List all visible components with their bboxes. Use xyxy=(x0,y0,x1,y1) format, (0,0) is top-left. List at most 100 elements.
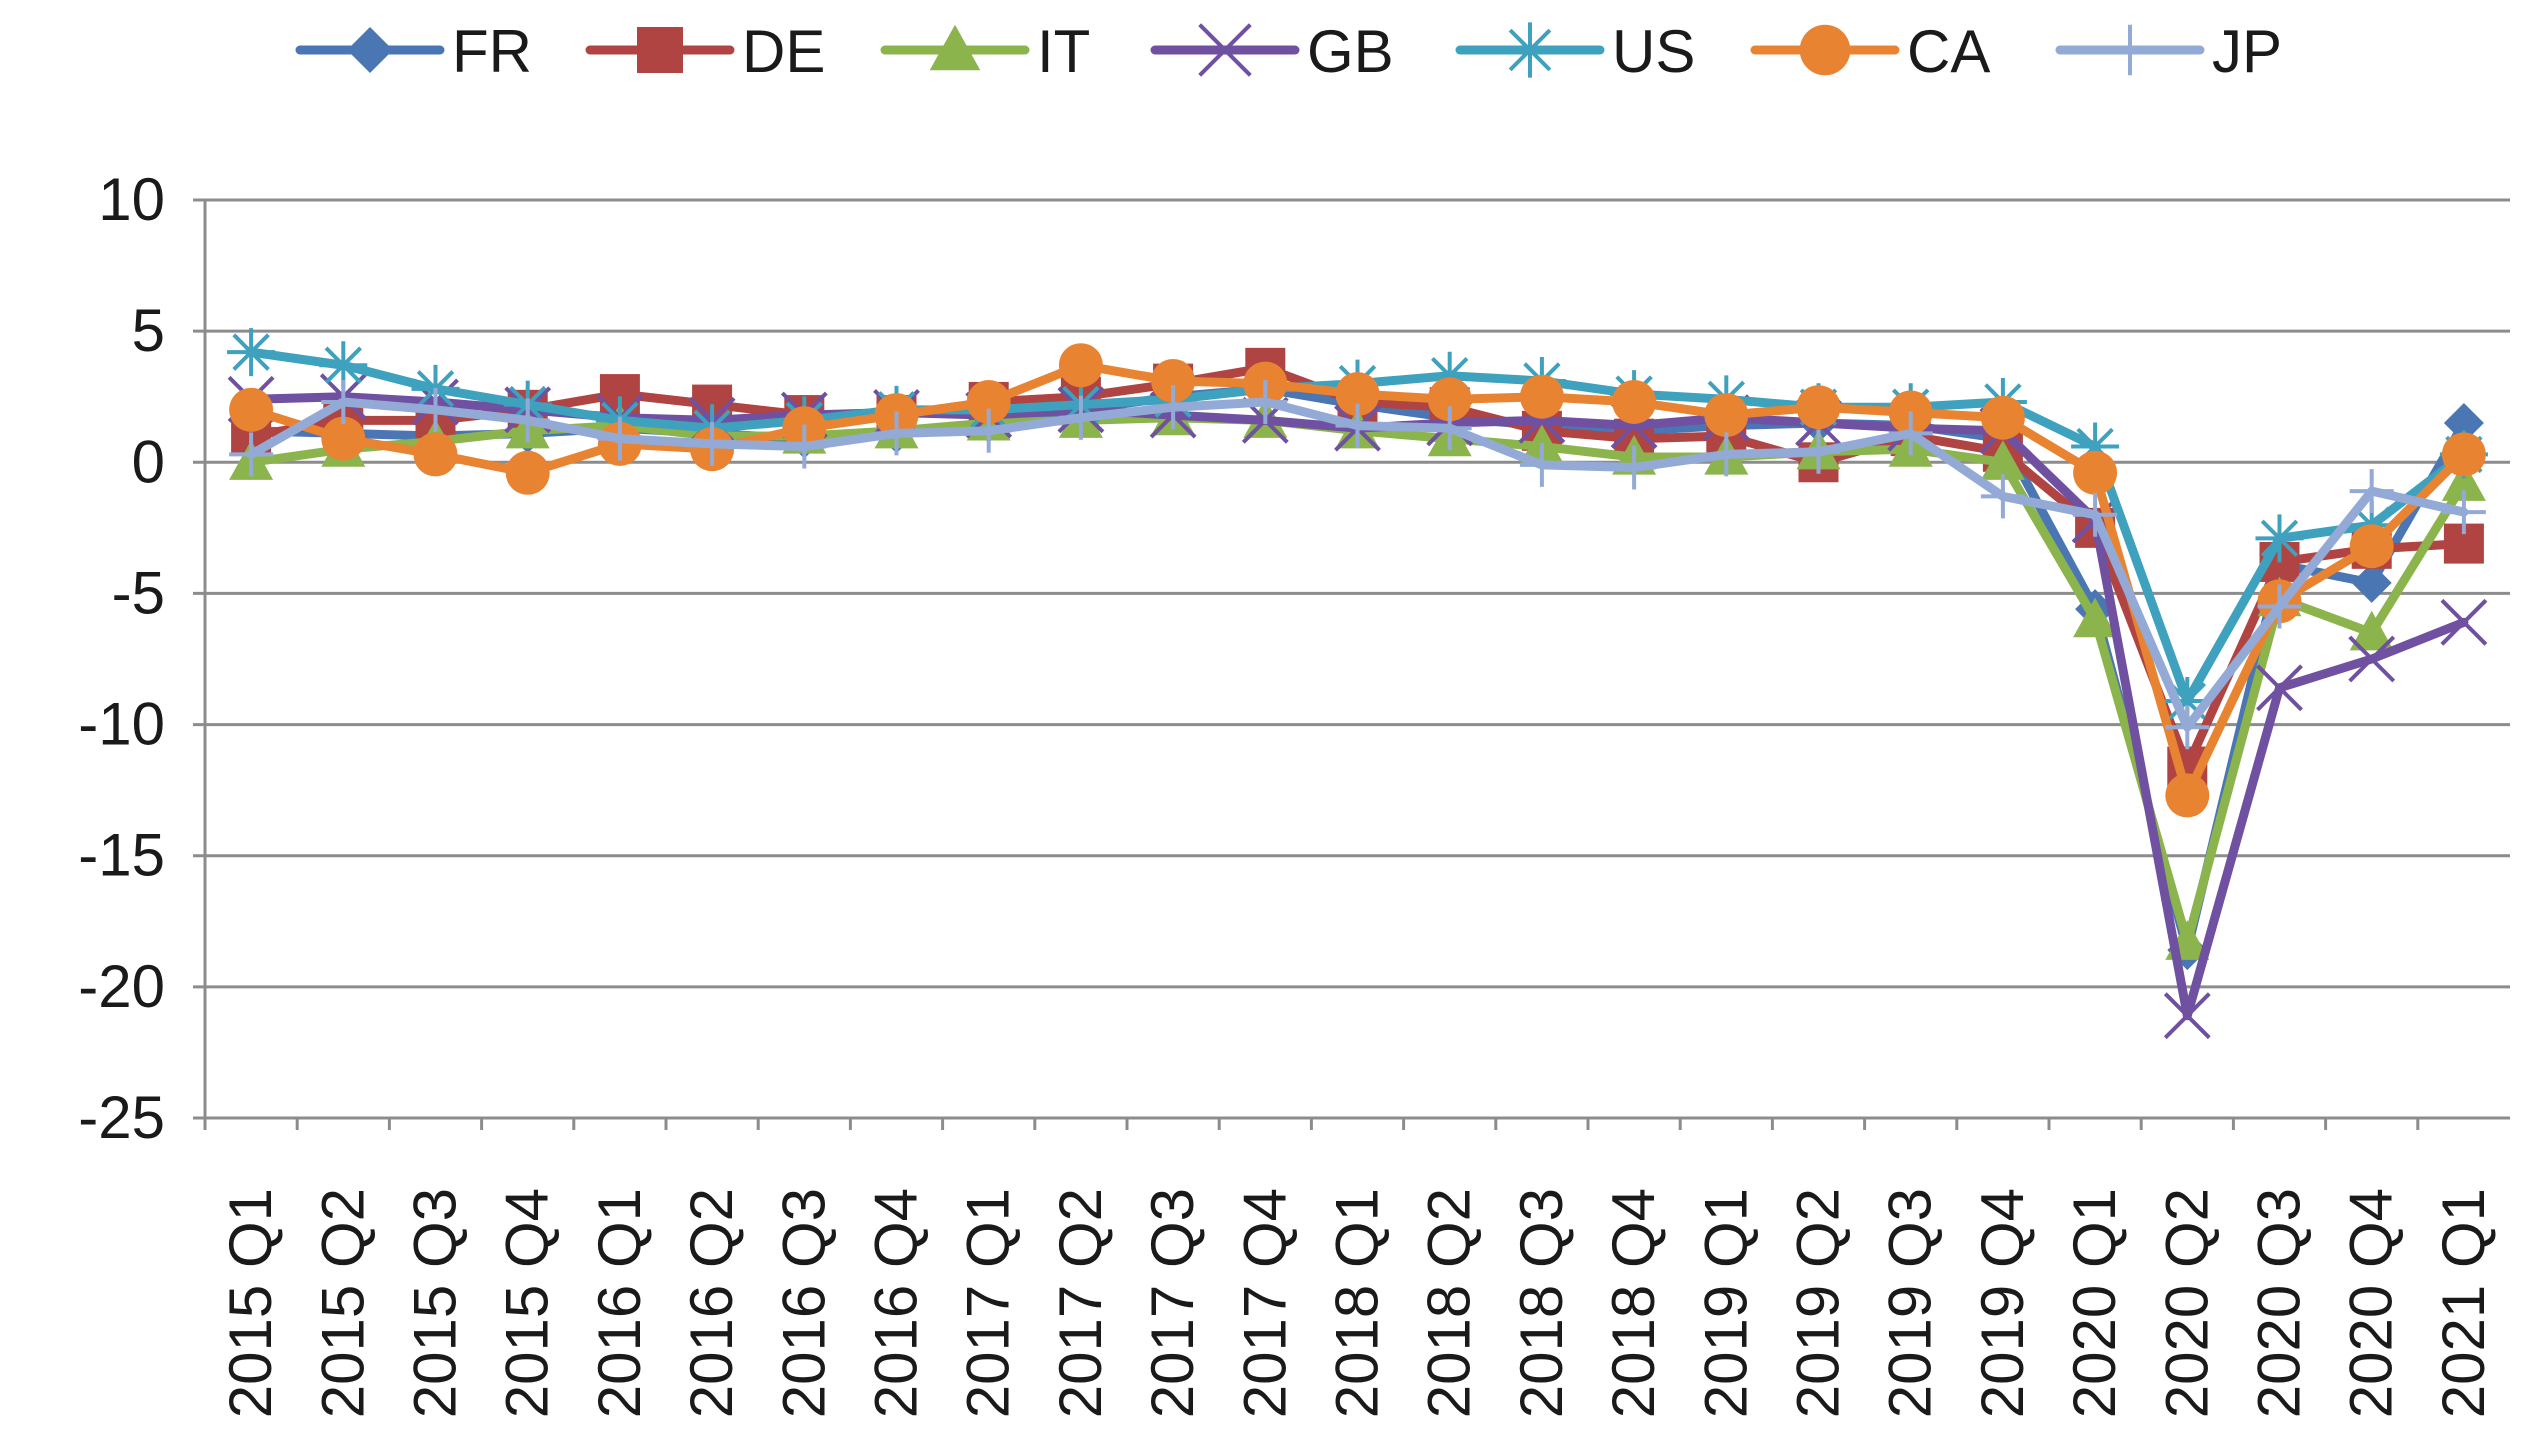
data-point-jp xyxy=(2441,490,2486,535)
data-point-ca xyxy=(1519,374,1564,419)
data-point-us xyxy=(2163,676,2212,725)
x-tick-label: 2017 Q4 xyxy=(1231,1188,1298,1418)
y-tick-label: -20 xyxy=(78,953,165,1020)
data-point-ca xyxy=(966,379,1011,424)
legend-item-fr: FR xyxy=(295,18,532,85)
y-tick-label: -5 xyxy=(112,559,165,626)
data-point-jp xyxy=(1151,385,1196,430)
data-point-jp xyxy=(782,424,827,469)
data-point-jp xyxy=(690,421,735,466)
data-point-ca xyxy=(413,432,458,477)
y-tick-label: -25 xyxy=(78,1084,165,1151)
data-point-ca xyxy=(1796,385,1841,430)
x-tick-label: 2015 Q4 xyxy=(494,1188,561,1418)
legend-label-gb: GB xyxy=(1307,18,1394,85)
legend-item-de: DE xyxy=(585,18,825,85)
data-point-jp xyxy=(1058,395,1103,440)
data-point-it xyxy=(2441,461,2486,501)
x-tick-label: 2020 Q4 xyxy=(2338,1188,2405,1418)
data-point-jp xyxy=(1427,406,1472,451)
x-tick-label: 2016 Q3 xyxy=(770,1188,837,1418)
legend-marker-gb xyxy=(1198,23,1252,77)
legend-item-ca: CA xyxy=(1750,18,1990,85)
x-tick-label: 2015 Q3 xyxy=(402,1188,469,1418)
data-point-jp xyxy=(321,379,366,424)
series-jp xyxy=(229,379,2486,750)
data-point-ca xyxy=(1612,379,1657,424)
legend-label-it: IT xyxy=(1037,18,1090,85)
data-point-ca xyxy=(1151,358,1196,403)
data-point-ca xyxy=(1704,393,1749,438)
data-point-it xyxy=(2349,610,2394,651)
data-point-jp xyxy=(1888,411,1933,456)
y-tick-label: 5 xyxy=(132,297,165,364)
data-point-us xyxy=(1425,351,1474,400)
x-tick-label: 2016 Q4 xyxy=(863,1188,930,1418)
data-point-us xyxy=(227,328,276,377)
x-tick-label: 2019 Q2 xyxy=(1785,1188,1852,1418)
data-point-ca xyxy=(1058,343,1103,388)
legend-marker-ca xyxy=(1799,24,1851,76)
legend-item-jp: JP xyxy=(2055,18,2282,85)
data-point-ca xyxy=(1335,372,1380,417)
data-point-jp xyxy=(505,398,550,443)
x-tick-label: 2018 Q1 xyxy=(1324,1188,1391,1418)
axes xyxy=(203,200,2420,1130)
legend-marker-fr xyxy=(347,27,393,73)
data-point-jp xyxy=(966,408,1011,453)
legend-label-jp: JP xyxy=(2212,18,2282,85)
x-tick-label: 2016 Q2 xyxy=(678,1188,745,1418)
legend-marker-it xyxy=(929,24,981,71)
series-lines xyxy=(227,328,2488,1040)
legend-label-ca: CA xyxy=(1907,18,1990,85)
data-point-jp xyxy=(1796,429,1841,474)
data-point-jp xyxy=(597,416,642,461)
legend-item-it: IT xyxy=(880,18,1090,85)
gridlines xyxy=(193,198,2510,1120)
data-point-jp xyxy=(2257,584,2302,629)
x-tick-label: 2018 Q4 xyxy=(1600,1188,1667,1418)
x-tick-label: 2019 Q4 xyxy=(1969,1188,2036,1418)
legend-label-fr: FR xyxy=(452,18,532,85)
data-point-jp xyxy=(2165,705,2210,750)
data-point-fr xyxy=(2351,562,2392,603)
legend-label-us: US xyxy=(1612,18,1695,85)
legend-item-us: US xyxy=(1455,18,1695,85)
x-tick-label: 2015 Q1 xyxy=(217,1188,284,1418)
data-point-ca xyxy=(1427,377,1472,422)
data-point-it xyxy=(1980,440,2025,480)
x-tick-label: 2020 Q1 xyxy=(2061,1188,2128,1418)
data-point-gb xyxy=(2163,992,2211,1040)
x-tick-label: 2017 Q2 xyxy=(1047,1188,1114,1418)
data-point-jp xyxy=(1335,403,1380,448)
x-tick-label: 2019 Q1 xyxy=(1692,1188,1759,1418)
data-point-gb xyxy=(2256,664,2303,712)
data-point-ca xyxy=(2349,524,2394,569)
data-point-jp xyxy=(413,387,458,432)
data-point-jp xyxy=(1519,442,1564,487)
x-tick-label: 2018 Q3 xyxy=(1508,1188,1575,1418)
data-point-ca xyxy=(2165,773,2210,818)
x-tick-label: 2017 Q1 xyxy=(955,1188,1022,1418)
y-tick-label: 0 xyxy=(132,428,165,495)
x-tick-label: 2018 Q2 xyxy=(1416,1188,1483,1418)
data-point-jp xyxy=(1243,379,1288,424)
x-tick-label: 2020 Q2 xyxy=(2153,1188,2220,1418)
data-point-ca xyxy=(321,416,366,461)
x-tick-label: 2017 Q3 xyxy=(1139,1188,1206,1418)
legend-marker-us xyxy=(1502,22,1558,78)
x-tick-label: 2019 Q3 xyxy=(1877,1188,1944,1418)
data-point-ca xyxy=(505,450,550,495)
x-tick-labels: 2015 Q1 2015 Q2 2015 Q3 2015 Q4 2016 Q1 2016 … xyxy=(217,1188,2497,1418)
data-point-jp xyxy=(1612,445,1657,490)
data-point-it xyxy=(2073,597,2118,638)
y-tick-labels: 10 5 0 -5 -10 -15 -20 -25 xyxy=(78,166,165,1151)
data-point-jp xyxy=(1980,474,2025,519)
data-point-jp xyxy=(1704,432,1749,477)
data-point-gb xyxy=(2440,598,2488,646)
y-tick-label: 10 xyxy=(98,166,165,233)
data-point-jp xyxy=(229,432,274,477)
data-point-ca xyxy=(229,387,274,432)
data-point-ca xyxy=(1980,395,2025,440)
